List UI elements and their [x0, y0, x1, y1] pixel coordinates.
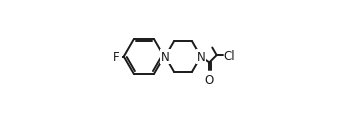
- Text: O: O: [204, 73, 214, 86]
- Text: N: N: [197, 51, 205, 63]
- Text: Cl: Cl: [223, 49, 235, 62]
- Text: F: F: [113, 51, 120, 63]
- Text: N: N: [161, 51, 170, 63]
